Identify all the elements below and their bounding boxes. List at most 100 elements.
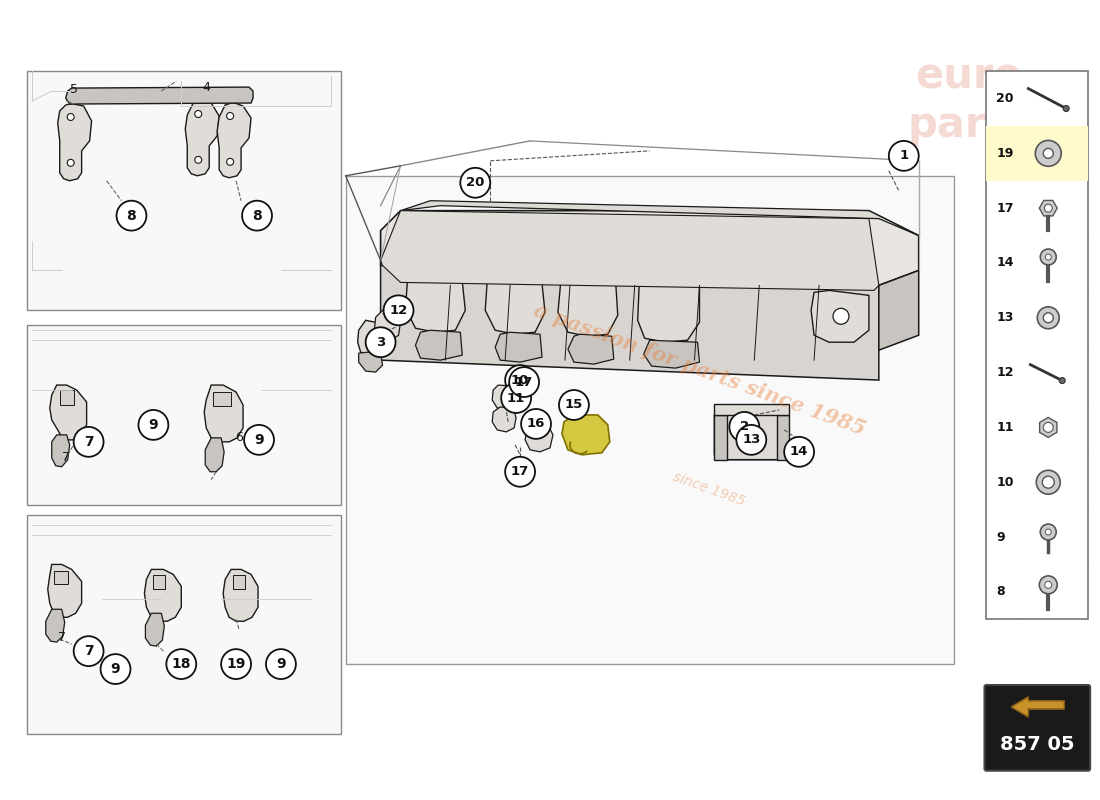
Circle shape <box>67 159 74 166</box>
Circle shape <box>1037 307 1059 329</box>
Text: 13: 13 <box>997 311 1014 324</box>
Polygon shape <box>495 332 542 362</box>
Polygon shape <box>375 310 400 340</box>
Text: 9: 9 <box>148 418 158 432</box>
Polygon shape <box>144 570 182 622</box>
Circle shape <box>117 201 146 230</box>
Circle shape <box>1064 106 1069 111</box>
Bar <box>26 326 341 505</box>
Polygon shape <box>57 104 91 181</box>
Polygon shape <box>213 392 231 406</box>
Polygon shape <box>644 340 700 368</box>
Polygon shape <box>1040 418 1057 438</box>
Text: 20: 20 <box>466 176 484 190</box>
Text: 8: 8 <box>997 586 1005 598</box>
Polygon shape <box>52 435 69 466</box>
Circle shape <box>1041 524 1056 540</box>
Polygon shape <box>400 201 918 235</box>
Text: since 1985: since 1985 <box>671 470 748 510</box>
Circle shape <box>1043 148 1053 158</box>
Bar <box>26 514 341 734</box>
Text: 9: 9 <box>997 530 1005 543</box>
Text: 8: 8 <box>252 209 262 222</box>
Text: 10: 10 <box>510 374 529 386</box>
Polygon shape <box>153 575 165 590</box>
Text: 14: 14 <box>997 257 1014 270</box>
Polygon shape <box>492 407 516 432</box>
Polygon shape <box>59 390 74 405</box>
Circle shape <box>502 383 531 413</box>
Polygon shape <box>562 415 609 455</box>
Polygon shape <box>714 415 727 460</box>
Circle shape <box>1040 576 1057 594</box>
Polygon shape <box>568 334 614 364</box>
Text: 6: 6 <box>235 431 243 444</box>
Circle shape <box>1045 529 1052 535</box>
Text: 15: 15 <box>564 398 583 411</box>
Bar <box>987 126 1088 181</box>
Circle shape <box>1043 476 1054 488</box>
Polygon shape <box>1011 697 1064 717</box>
Polygon shape <box>879 270 918 350</box>
Circle shape <box>139 410 168 440</box>
Text: 10: 10 <box>997 476 1014 489</box>
Text: 16: 16 <box>527 418 546 430</box>
Text: 9: 9 <box>111 662 120 676</box>
Text: 9: 9 <box>276 657 286 671</box>
Text: 17: 17 <box>512 466 529 478</box>
Circle shape <box>74 636 103 666</box>
Text: 17: 17 <box>997 202 1014 214</box>
Text: euro
parts: euro parts <box>908 56 1030 146</box>
Polygon shape <box>145 614 164 646</box>
Circle shape <box>221 649 251 679</box>
Circle shape <box>784 437 814 466</box>
Circle shape <box>244 425 274 455</box>
Circle shape <box>227 158 233 166</box>
Circle shape <box>1045 582 1052 588</box>
Circle shape <box>833 308 849 324</box>
Circle shape <box>889 141 918 170</box>
Circle shape <box>559 390 588 420</box>
Text: 11: 11 <box>507 391 525 405</box>
Text: 18: 18 <box>172 657 191 671</box>
Text: 20: 20 <box>997 92 1014 105</box>
Circle shape <box>505 457 535 486</box>
Polygon shape <box>359 352 383 372</box>
Polygon shape <box>638 270 700 342</box>
Circle shape <box>365 327 396 357</box>
Polygon shape <box>714 415 789 460</box>
Bar <box>26 71 341 310</box>
Circle shape <box>166 649 196 679</box>
Text: 7: 7 <box>84 644 94 658</box>
Circle shape <box>521 409 551 439</box>
Text: 8: 8 <box>126 209 136 222</box>
Circle shape <box>736 425 767 455</box>
Polygon shape <box>66 87 253 104</box>
Circle shape <box>67 114 74 121</box>
Polygon shape <box>778 415 789 460</box>
Polygon shape <box>406 261 465 332</box>
Circle shape <box>384 295 414 326</box>
Circle shape <box>460 168 491 198</box>
Polygon shape <box>205 385 243 442</box>
Polygon shape <box>381 210 879 290</box>
Text: 11: 11 <box>997 421 1014 434</box>
Circle shape <box>1035 141 1062 166</box>
Circle shape <box>1043 313 1053 322</box>
Circle shape <box>1041 249 1056 265</box>
Polygon shape <box>47 565 81 618</box>
Text: a passion for parts since 1985: a passion for parts since 1985 <box>531 301 868 439</box>
Polygon shape <box>811 290 869 342</box>
Circle shape <box>227 113 233 119</box>
Text: 17: 17 <box>515 375 534 389</box>
Text: 12: 12 <box>997 366 1014 379</box>
Polygon shape <box>485 262 544 334</box>
FancyBboxPatch shape <box>984 685 1090 770</box>
Text: 7: 7 <box>57 630 66 644</box>
Polygon shape <box>46 610 65 642</box>
Text: 857 05: 857 05 <box>1000 735 1075 754</box>
Polygon shape <box>50 385 87 440</box>
Polygon shape <box>381 210 918 290</box>
Polygon shape <box>558 266 618 336</box>
Bar <box>987 71 1088 619</box>
